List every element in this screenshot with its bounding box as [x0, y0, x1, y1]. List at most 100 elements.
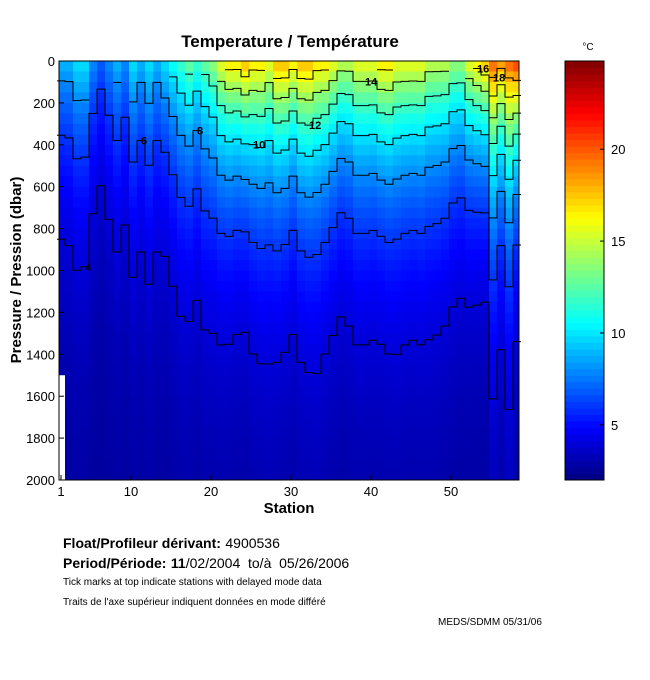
heatmap-cell: [401, 417, 410, 429]
contour-line-4: [57, 185, 521, 410]
heatmap-cell: [121, 459, 130, 471]
heatmap-cell: [393, 312, 402, 324]
heatmap-cell: [225, 260, 234, 271]
heatmap-cell: [377, 71, 386, 83]
contour-line-12: [201, 74, 521, 147]
heatmap-cell: [169, 438, 178, 450]
heatmap-cell: [273, 448, 282, 460]
colorbar-swatch: [565, 205, 604, 213]
heatmap-cell: [505, 81, 514, 93]
heatmap-cell: [481, 364, 490, 376]
heatmap-cell: [361, 239, 370, 251]
heatmap-cell: [433, 186, 442, 198]
heatmap-cell: [369, 280, 378, 292]
heatmap-cell: [505, 239, 514, 251]
heatmap-cell: [265, 280, 274, 292]
heatmap-cell: [369, 249, 378, 261]
heatmap-cell: [465, 343, 474, 355]
heatmap-cell: [409, 291, 418, 303]
colorbar-swatch: [565, 87, 604, 95]
contour-line-14: [465, 78, 521, 120]
heatmap-cell: [217, 186, 226, 198]
heatmap-cell: [497, 155, 506, 167]
heatmap-cell: [385, 92, 394, 104]
heatmap-cell: [425, 270, 434, 282]
heatmap-cell: [385, 186, 394, 198]
heatmap-cell: [185, 123, 194, 135]
heatmap-cell: [65, 385, 74, 397]
colorbar-swatch: [565, 401, 604, 409]
heatmap-cell: [433, 385, 442, 397]
heatmap-cell: [97, 155, 106, 167]
heatmap-cell: [513, 291, 520, 303]
heatmap-cell: [121, 123, 130, 135]
heatmap-cell: [505, 448, 514, 460]
heatmap-cell: [185, 280, 194, 292]
heatmap-cell: [489, 417, 498, 429]
heatmap-cell: [353, 134, 362, 146]
heatmap-cell: [289, 448, 298, 460]
heatmap-cell: [249, 218, 258, 230]
heatmap-cell: [393, 417, 402, 429]
heatmap-cell: [505, 260, 514, 271]
heatmap-cell: [353, 123, 362, 135]
heatmap-cell: [59, 71, 66, 83]
heatmap-cell: [177, 270, 186, 282]
heatmap-cell: [65, 291, 74, 303]
heatmap-cell: [289, 280, 298, 292]
heatmap-cell: [449, 312, 458, 324]
heatmap-cell: [513, 197, 520, 209]
heatmap-cell: [441, 123, 450, 135]
heatmap-cell: [377, 239, 386, 251]
heatmap-cell: [177, 396, 186, 408]
heatmap-cell: [153, 301, 162, 313]
heatmap-cell: [489, 260, 498, 271]
axes: 1 10 20 30 40 5002004006008001000120014001600…: [26, 54, 520, 499]
heatmap-cell: [59, 228, 66, 240]
heatmap-cell: [113, 249, 122, 261]
heatmap-cell: [505, 354, 514, 366]
heatmap-cell: [385, 280, 394, 292]
heatmap-cell: [137, 427, 146, 439]
heatmap-cell: [321, 469, 330, 481]
heatmap-cell: [401, 301, 410, 313]
heatmap-cell: [145, 144, 154, 156]
heatmap-cell: [473, 102, 482, 114]
heatmap-cell: [305, 228, 314, 240]
heatmap-cell: [153, 155, 162, 167]
heatmap-cell: [121, 197, 130, 209]
y-tick-label: 200: [33, 96, 55, 111]
heatmap-cell: [105, 280, 114, 292]
heatmap-cell: [457, 280, 466, 292]
heatmap-cell: [265, 312, 274, 324]
heatmap-cell: [497, 469, 506, 481]
heatmap-cell: [225, 249, 234, 261]
heatmap-cell: [353, 396, 362, 408]
heatmap-cell: [257, 239, 266, 251]
heatmap-cell: [233, 396, 242, 408]
heatmap-cell: [169, 61, 178, 72]
heatmap-cell: [377, 438, 386, 450]
heatmap-cell: [481, 134, 490, 146]
heatmap-cell: [481, 312, 490, 324]
heatmap-cell: [401, 280, 410, 292]
heatmap-cell: [73, 427, 82, 439]
heatmap-cell: [225, 165, 234, 177]
heatmap-cell: [65, 459, 74, 471]
heatmap-cell: [201, 396, 210, 408]
heatmap-cell: [473, 61, 482, 72]
heatmap-cell: [249, 406, 258, 418]
heatmap-cell: [457, 92, 466, 104]
heatmap-cell: [233, 354, 242, 366]
heatmap-cell: [345, 165, 354, 177]
heatmap-cell: [169, 291, 178, 303]
heatmap-cell: [489, 176, 498, 188]
heatmap-cell: [337, 406, 346, 418]
heatmap-cell: [305, 270, 314, 282]
heatmap-cell: [321, 260, 330, 271]
heatmap-cell: [385, 144, 394, 156]
heatmap-cell: [129, 333, 138, 345]
heatmap-cell: [129, 228, 138, 240]
heatmap-cell: [465, 364, 474, 376]
heatmap-cell: [305, 417, 314, 429]
